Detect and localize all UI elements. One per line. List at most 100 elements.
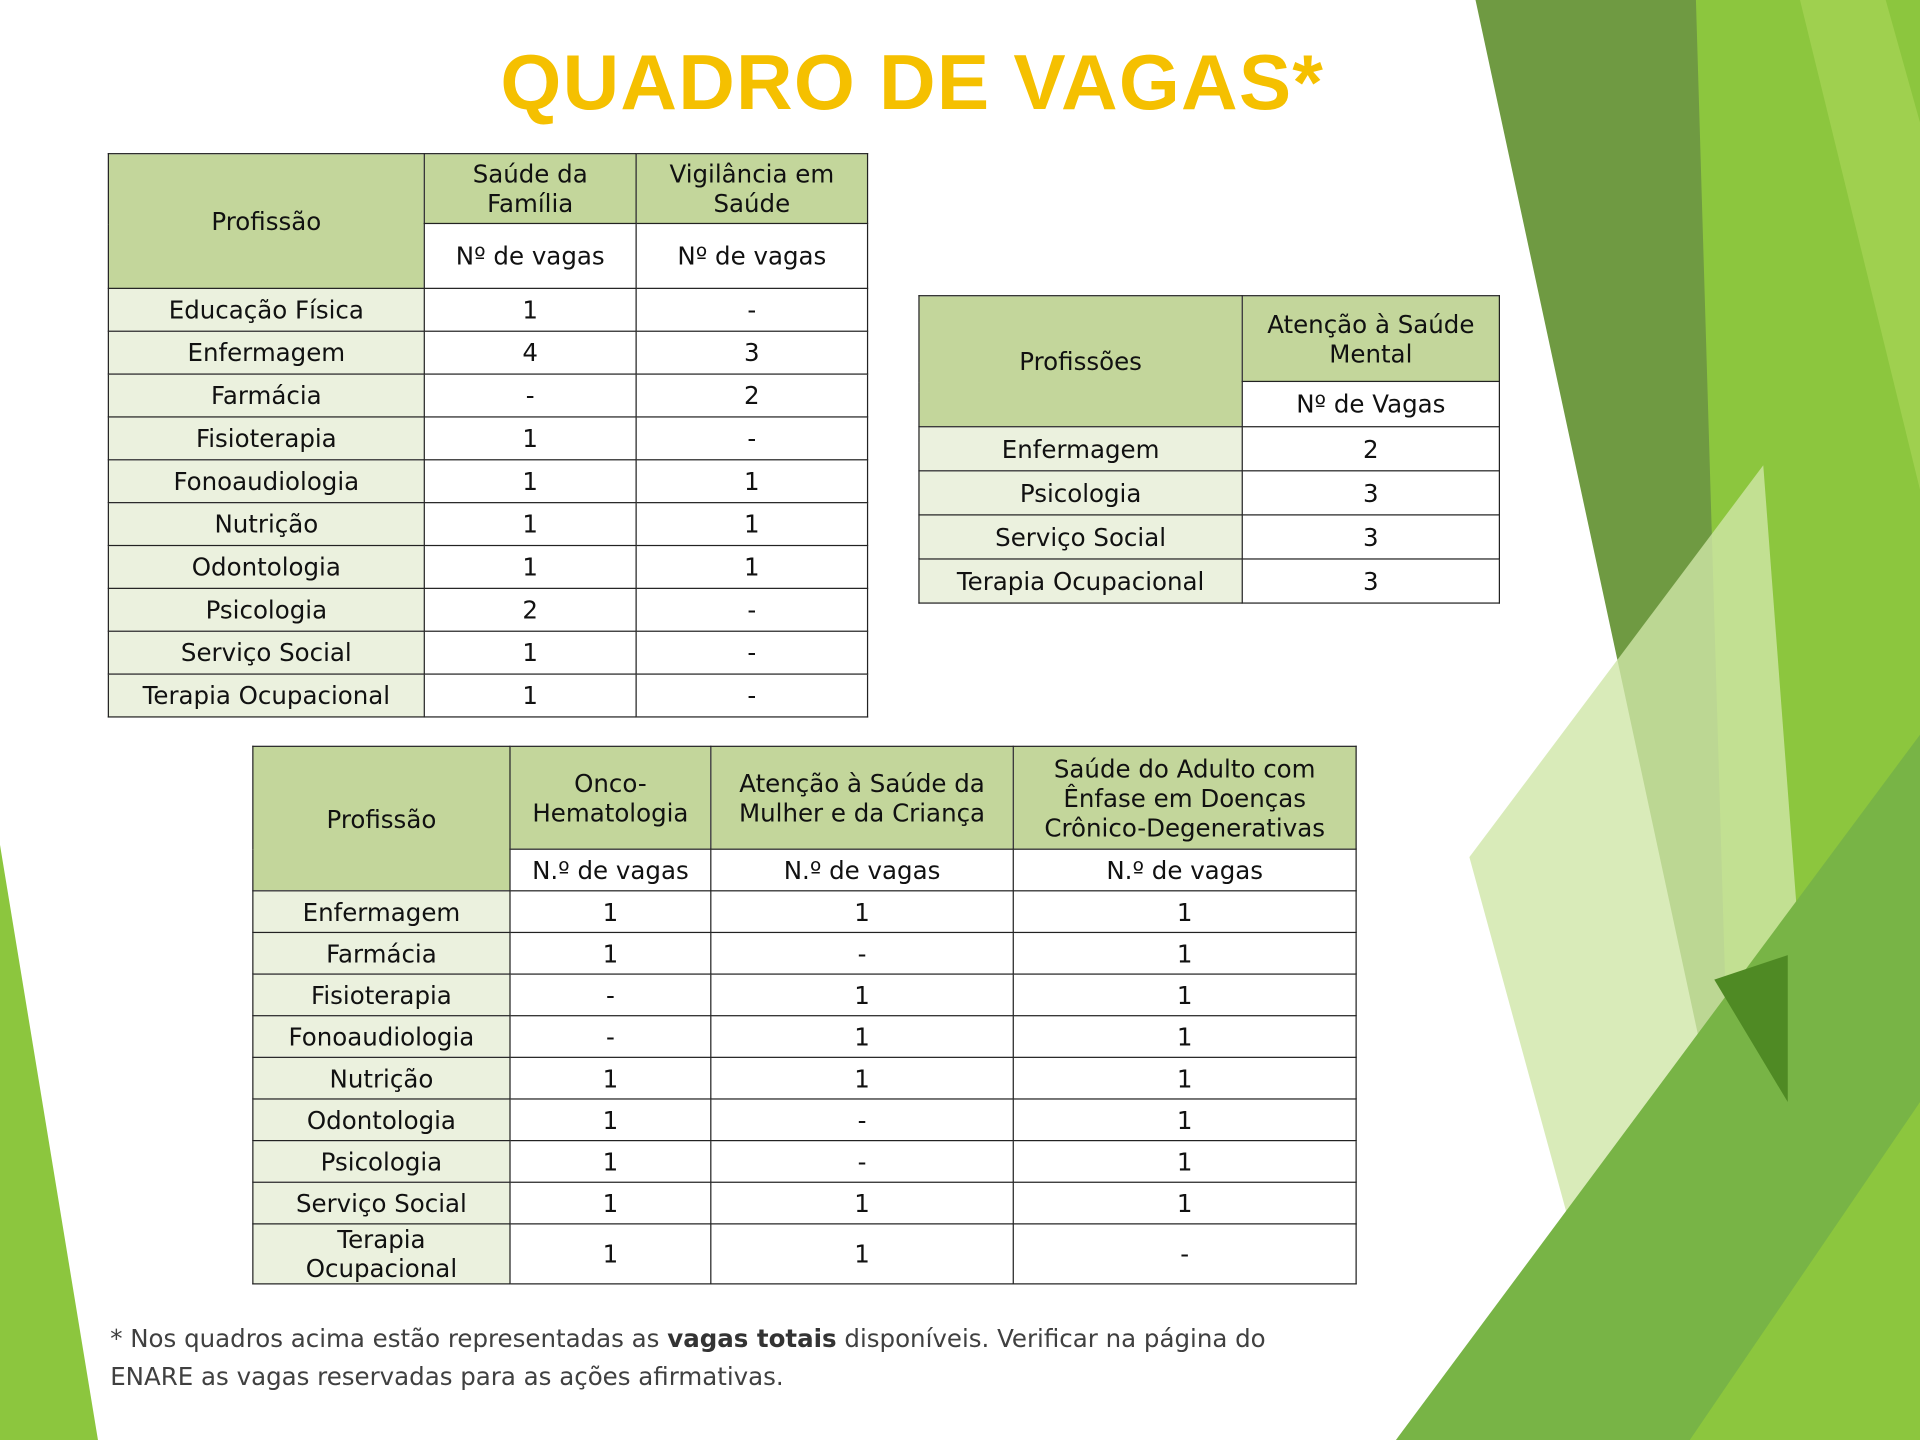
profession-cell: Odontologia bbox=[107, 544, 425, 589]
table-row: Serviço Social 1 1 1 bbox=[252, 1181, 1357, 1225]
table-row: Psicologia 3 bbox=[918, 470, 1501, 516]
vacancy-table: Profissão Onco-Hematologia Atenção à Saúde… bbox=[252, 745, 1357, 1285]
header-cell: Profissão bbox=[252, 745, 511, 892]
value-cell: 1 bbox=[1012, 931, 1357, 975]
vacancy-table: Profissão Saúde da Família Vigilância em S… bbox=[107, 153, 869, 718]
value-cell: 1 bbox=[423, 459, 637, 504]
value-cell: 1 bbox=[635, 502, 869, 547]
value-cell: 1 bbox=[509, 1098, 712, 1142]
table-row: Terapia Ocupacional 1- bbox=[107, 673, 869, 718]
value-cell: 1 bbox=[509, 890, 712, 934]
header-row: Nº de vagas Nº de vagas bbox=[108, 222, 869, 289]
value-cell: 2 bbox=[423, 587, 637, 632]
value-cell: - bbox=[509, 1015, 712, 1058]
value-cell: 3 bbox=[1241, 514, 1501, 560]
profession-cell: Enfermagem bbox=[107, 330, 425, 375]
decor-band bbox=[1395, 734, 1920, 1440]
profession-cell: Enfermagem bbox=[918, 426, 1243, 472]
value-cell: 1 bbox=[710, 1181, 1014, 1225]
profession-cell: Fonoaudiologia bbox=[252, 1015, 511, 1058]
table-row: Educação Física 1- bbox=[107, 287, 869, 332]
value-cell: - bbox=[635, 630, 869, 675]
table-row: Psicologia 2- bbox=[107, 587, 869, 632]
footnote-text: disponíveis. Verificar na página do ENAR… bbox=[110, 1323, 1266, 1392]
value-cell: 1 bbox=[423, 630, 637, 675]
value-cell: 1 bbox=[509, 1223, 712, 1285]
value-cell: 1 bbox=[1012, 890, 1357, 934]
decor-band bbox=[1800, 0, 1920, 490]
value-cell: 1 bbox=[635, 544, 869, 589]
profession-cell: Nutrição bbox=[252, 1056, 511, 1100]
value-cell: 3 bbox=[1241, 558, 1501, 604]
table-row: Serviço Social 3 bbox=[918, 514, 1501, 560]
unit-cell: Nº de vagas bbox=[635, 222, 869, 289]
value-cell: 1 bbox=[1012, 1056, 1357, 1100]
table-row: Enfermagem 2 bbox=[918, 426, 1501, 472]
value-cell: 1 bbox=[1012, 1140, 1357, 1183]
value-cell: 1 bbox=[423, 544, 637, 589]
footnote-text: * Nos quadros acima estão representadas … bbox=[110, 1323, 668, 1354]
value-cell: 1 bbox=[710, 1223, 1014, 1285]
profession-cell: Fisioterapia bbox=[107, 416, 425, 461]
profession-cell: Psicologia bbox=[918, 470, 1243, 516]
header-cell: Vigilância em Saúde bbox=[635, 153, 869, 225]
table-row: Psicologia 1-1 bbox=[252, 1140, 1357, 1183]
value-cell: - bbox=[1012, 1223, 1357, 1285]
value-cell: 2 bbox=[1241, 426, 1501, 472]
value-cell: 1 bbox=[423, 416, 637, 461]
value-cell: - bbox=[710, 1098, 1014, 1142]
profession-cell: Serviço Social bbox=[918, 514, 1243, 560]
header-row: N.º de vagas N.º de vagas N.º de vagas bbox=[253, 848, 1357, 892]
value-cell: - bbox=[635, 587, 869, 632]
table-row: Serviço Social 1- bbox=[107, 630, 869, 675]
header-cell: Atenção à Saúde Mental bbox=[1241, 295, 1501, 383]
table-row: Terapia Ocupacional 1 1- bbox=[252, 1223, 1357, 1285]
header-row: Profissão Saúde da Família Vigilância em S… bbox=[107, 153, 869, 289]
header-cell: Profissões bbox=[918, 295, 1243, 428]
value-cell: 1 bbox=[423, 673, 637, 718]
profession-cell: Psicologia bbox=[252, 1140, 511, 1183]
header-row: Profissão Onco-Hematologia Atenção à Saúde… bbox=[252, 745, 1357, 892]
profession-cell: Serviço Social bbox=[252, 1181, 511, 1225]
value-cell: 1 bbox=[710, 973, 1014, 1017]
table-row: Odontologia 1-1 bbox=[252, 1098, 1357, 1142]
unit-cell: Nº de Vagas bbox=[1241, 380, 1501, 428]
value-cell: 1 bbox=[423, 502, 637, 547]
table-row: Enfermagem 1 1 1 bbox=[252, 890, 1357, 934]
header-cell: Onco-Hematologia bbox=[509, 745, 712, 850]
value-cell: 3 bbox=[635, 330, 869, 375]
value-cell: 4 bbox=[423, 330, 637, 375]
value-cell: - bbox=[509, 973, 712, 1017]
unit-cell: N.º de vagas bbox=[1012, 848, 1357, 892]
decor-band bbox=[0, 844, 98, 1440]
header-row: Nº de Vagas bbox=[919, 380, 1501, 428]
profession-cell: Fisioterapia bbox=[252, 973, 511, 1017]
profession-cell: Serviço Social bbox=[107, 630, 425, 675]
table-row: Fonoaudiologia 1 1 bbox=[107, 459, 869, 504]
value-cell: - bbox=[423, 373, 637, 418]
profession-cell: Terapia Ocupacional bbox=[252, 1223, 511, 1285]
profession-cell: Psicologia bbox=[107, 587, 425, 632]
value-cell: 1 bbox=[1012, 1015, 1357, 1058]
header-cell: Saúde do Adulto com Ênfase em Doenças Cr… bbox=[1012, 745, 1357, 850]
value-cell: 1 bbox=[710, 1056, 1014, 1100]
profession-cell: Terapia Ocupacional bbox=[107, 673, 425, 718]
profession-cell: Fonoaudiologia bbox=[107, 459, 425, 504]
value-cell: 3 bbox=[1241, 470, 1501, 516]
footnote: * Nos quadros acima estão representadas … bbox=[110, 1320, 1322, 1396]
value-cell: 1 bbox=[635, 459, 869, 504]
value-cell: - bbox=[710, 931, 1014, 975]
unit-cell: Nº de vagas bbox=[423, 222, 637, 289]
slide-title: QUADRO DE VAGAS* bbox=[500, 37, 1325, 127]
vacancy-table: Profissões Atenção à Saúde Mental Nº de Va… bbox=[918, 295, 1501, 604]
table-row: Fisioterapia 1- bbox=[107, 416, 869, 461]
profession-cell: Farmácia bbox=[252, 931, 511, 975]
value-cell: 1 bbox=[509, 931, 712, 975]
table-row: Enfermagem 4 3 bbox=[107, 330, 869, 375]
value-cell: 1 bbox=[509, 1140, 712, 1183]
table-row: Fonoaudiologia -1 1 bbox=[252, 1015, 1357, 1058]
header-cell: Atenção à Saúde da Mulher e da Criança bbox=[710, 745, 1014, 850]
